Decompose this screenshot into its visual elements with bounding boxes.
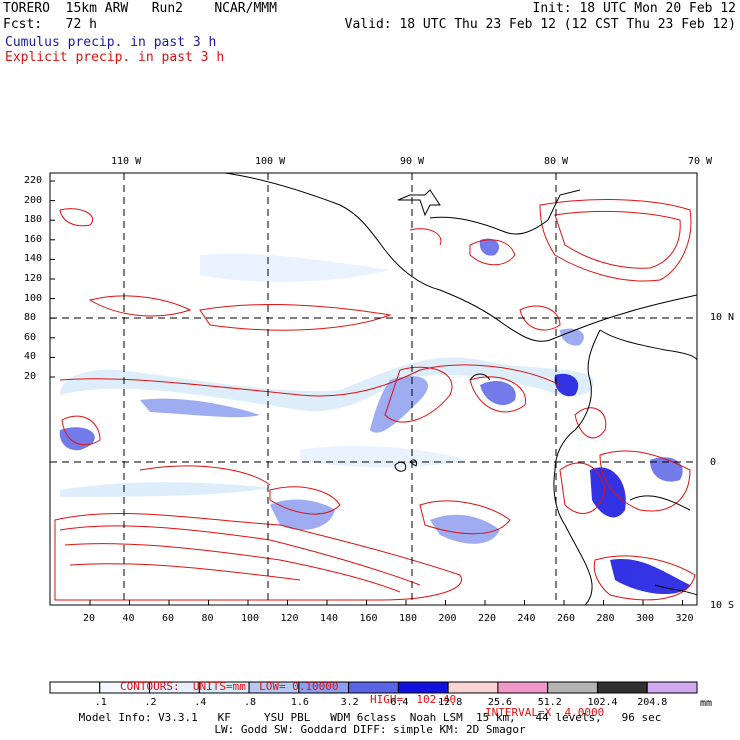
coastlines xyxy=(224,173,697,605)
lat-label-10s: 10 S xyxy=(710,600,735,611)
colorbar-label: 102.4 xyxy=(587,697,618,708)
y-tick-label: 20 xyxy=(24,371,37,382)
colorbar-label: 204.8 xyxy=(637,697,668,708)
legend-explicit-label: Explicit precip. in past 3 h xyxy=(5,50,225,65)
y-tick-label: 80 xyxy=(24,312,37,324)
x-tick-label: 300 xyxy=(636,613,655,624)
y-tick-label: 120 xyxy=(24,273,43,284)
x-tick-label: 40 xyxy=(122,613,135,624)
x-tick-label: 260 xyxy=(557,613,576,624)
explicit-precip-contours xyxy=(54,199,696,601)
axis-ticks xyxy=(50,180,683,605)
x-tick-label: 60 xyxy=(162,613,175,624)
colorbar-label: .4 xyxy=(194,697,207,708)
colorbar-label: .1 xyxy=(94,697,107,708)
colorbar-label: 12.8 xyxy=(438,697,463,708)
lon-label-70w: 70 W xyxy=(688,156,713,167)
x-tick-label: 80 xyxy=(201,613,214,624)
colorbar-label: 25.6 xyxy=(487,697,513,708)
lat-label-0: 0 xyxy=(710,457,717,468)
colorbar-swatch xyxy=(447,681,499,694)
valid-time: Valid: 18 UTC Thu 23 Feb 12 (12 CST Thu … xyxy=(344,17,736,32)
y-tick-label: 220 xyxy=(24,175,43,186)
init-time: Init: 18 UTC Mon 20 Feb 12 xyxy=(532,1,737,16)
x-tick-label: 320 xyxy=(675,613,694,624)
colorbar-swatch xyxy=(646,681,698,694)
x-tick-label: 200 xyxy=(438,613,457,624)
colorbar-label: 1.6 xyxy=(290,697,309,708)
y-tick-label: 140 xyxy=(24,253,43,265)
x-tick-label: 140 xyxy=(320,613,339,624)
lon-label-100w: 100 W xyxy=(255,156,286,167)
colorbar-swatch xyxy=(547,681,598,694)
x-tick-label: 280 xyxy=(596,613,615,624)
cumulus-precip-areas xyxy=(59,238,690,595)
colorbar-unit: mm xyxy=(700,698,713,709)
y-tick-label: 180 xyxy=(24,214,43,226)
colorbar-label: .2 xyxy=(144,697,157,708)
y-tick-label: 160 xyxy=(24,233,43,245)
colorbar-swatch xyxy=(497,681,549,694)
model-title: TORERO 15km ARW Run2 NCAR/MMM xyxy=(3,1,277,16)
x-tick-label: 180 xyxy=(399,613,418,624)
colorbar-label: 3.2 xyxy=(340,697,359,708)
x-tick-label: 220 xyxy=(478,613,497,624)
map-frame xyxy=(49,172,698,606)
forecast-hour: Fcst: 72 h xyxy=(3,17,97,32)
latlon-grid xyxy=(50,173,697,605)
lon-label-110w: 110 W xyxy=(111,156,142,167)
legend-cumulus-label: Cumulus precip. in past 3 h xyxy=(5,35,217,50)
colorbar-label: 51.2 xyxy=(537,697,562,708)
model-info-line1: Model Info: V3.3.1 KF YSU PBL WDM 6class… xyxy=(78,711,662,724)
lon-label-80w: 80 W xyxy=(544,156,569,167)
y-tick-label: 100 xyxy=(24,292,43,304)
x-tick-label: 20 xyxy=(83,613,96,624)
colorbar-label: 6.4 xyxy=(390,697,409,708)
y-tick-label: 200 xyxy=(24,194,43,206)
contour-info: CONTOURS: UNITS=mm LOW= 0.10000 HIGH= 10… xyxy=(0,667,740,719)
colorbar-swatch xyxy=(49,681,101,694)
interval-label: INTERVAL=X 4.0000 xyxy=(485,706,605,719)
colorbar-swatch xyxy=(348,681,399,694)
x-tick-label: 160 xyxy=(359,613,378,624)
colorbar-label: .8 xyxy=(244,697,257,708)
y-tick-label: 40 xyxy=(24,351,37,363)
precip-colorbar xyxy=(49,681,698,694)
lat-label-10n: 10 N xyxy=(710,312,735,323)
x-tick-label: 240 xyxy=(517,613,536,624)
x-tick-label: 120 xyxy=(280,613,299,624)
lon-label-90w: 90 W xyxy=(400,156,425,167)
model-info-line2: LW: Godd SW: Goddard DIFF: simple KM: 2D… xyxy=(214,723,526,736)
colorbar-swatch xyxy=(397,681,449,694)
colorbar-swatch xyxy=(596,681,648,694)
contours-label: CONTOURS: UNITS=mm LOW= 0.10000 xyxy=(120,680,339,693)
high-label: HIGH= 102.40 xyxy=(370,693,457,706)
x-tick-label: 100 xyxy=(241,613,260,624)
y-tick-label: 60 xyxy=(24,331,37,343)
